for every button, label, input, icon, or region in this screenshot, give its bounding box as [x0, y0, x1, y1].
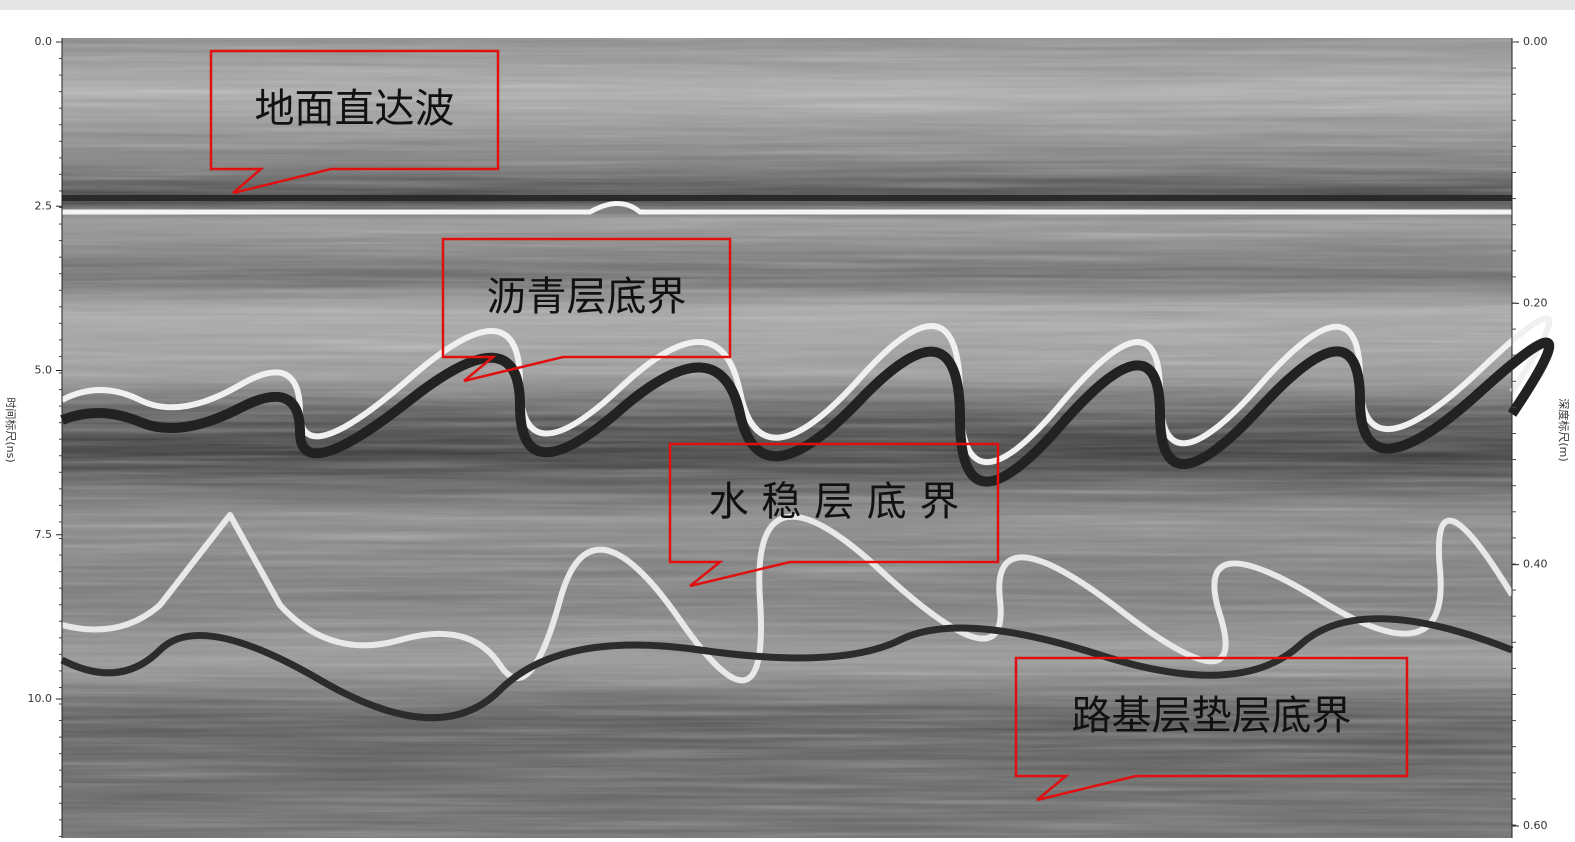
y2-tick-label: 0.60: [1523, 819, 1548, 832]
page: 时间标尺(ns) 深度标尺(m) 地面直达波沥青层底界水 稳 层 底 界路基层垫…: [0, 0, 1575, 838]
callout-label: 路基层垫层底界: [1072, 693, 1352, 739]
y-tick-label: 5.0: [35, 364, 53, 377]
callout-label: 水 稳 层 底 界: [709, 479, 960, 525]
radargram-view: 时间标尺(ns) 深度标尺(m) 地面直达波沥青层底界水 稳 层 底 界路基层垫…: [0, 0, 1575, 838]
y-tick-label: 10.0: [28, 692, 53, 705]
y2-tick-label: 0.20: [1523, 296, 1548, 309]
callout-label: 沥青层底界: [487, 274, 687, 320]
callout-label: 地面直达波: [255, 86, 455, 132]
top-strip: [0, 0, 1575, 10]
y-tick-label: 7.5: [35, 528, 53, 541]
y-tick-label: 0.0: [35, 35, 53, 48]
left-axis-label: 时间标尺(ns): [4, 397, 18, 462]
right-axis-label: 深度标尺(m): [1557, 398, 1571, 461]
y2-tick-label: 0.00: [1523, 35, 1548, 48]
y2-tick-label: 0.40: [1523, 558, 1548, 571]
y-tick-label: 2.5: [35, 199, 53, 212]
